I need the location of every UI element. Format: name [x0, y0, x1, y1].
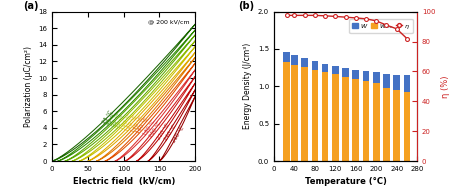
Text: 100 °C: 100 °C	[119, 113, 133, 131]
Bar	[353, 70, 359, 79]
Bar	[393, 75, 400, 90]
Bar	[322, 72, 328, 161]
Bar	[301, 58, 308, 67]
Text: (b): (b)	[238, 1, 255, 11]
Bar	[332, 66, 338, 74]
Bar	[322, 64, 328, 72]
Bar	[383, 88, 390, 161]
Text: 25 °C: 25 °C	[102, 110, 114, 125]
Bar	[403, 75, 410, 92]
Text: @ 200 kV/cm: @ 200 kV/cm	[148, 19, 190, 24]
Bar	[301, 67, 308, 161]
Text: 120 °C: 120 °C	[125, 114, 139, 132]
Y-axis label: Energy Density (J/cm³): Energy Density (J/cm³)	[243, 43, 252, 129]
Bar	[332, 74, 338, 161]
Bar	[342, 68, 349, 77]
Text: (a): (a)	[24, 1, 39, 11]
Bar	[373, 72, 380, 83]
Text: 60 °C: 60 °C	[110, 113, 122, 128]
Bar	[353, 79, 359, 161]
Bar	[283, 52, 290, 62]
Bar	[383, 74, 390, 88]
Bar	[342, 77, 349, 161]
Bar	[311, 61, 318, 70]
Bar	[311, 70, 318, 161]
Text: 40 °C: 40 °C	[106, 111, 118, 126]
Text: 200 °C: 200 °C	[149, 120, 163, 139]
Bar	[403, 92, 410, 161]
X-axis label: Electric field  (kV/cm): Electric field (kV/cm)	[73, 178, 175, 186]
Y-axis label: Polarization (μC/cm²): Polarization (μC/cm²)	[24, 46, 33, 127]
Bar	[373, 83, 380, 161]
Legend: $W$, $W_\mathrm{rec}$, $\eta$: $W$, $W_\mathrm{rec}$, $\eta$	[349, 19, 412, 33]
Y-axis label: η (%): η (%)	[441, 75, 450, 98]
X-axis label: Temperature (°C): Temperature (°C)	[305, 178, 386, 186]
Bar	[291, 55, 298, 65]
Bar	[393, 90, 400, 161]
Bar	[363, 71, 369, 81]
Text: 140 °C: 140 °C	[130, 116, 144, 133]
Text: 240 °C: 240 °C	[164, 124, 178, 142]
Bar	[283, 62, 290, 161]
Text: 160 °C: 160 °C	[136, 117, 150, 135]
Text: 260 °C: 260 °C	[172, 126, 185, 144]
Text: 220 °C: 220 °C	[156, 122, 170, 140]
Text: 180 °C: 180 °C	[143, 119, 156, 137]
Text: 80 °C: 80 °C	[115, 114, 127, 129]
Bar	[363, 81, 369, 161]
Bar	[291, 65, 298, 161]
